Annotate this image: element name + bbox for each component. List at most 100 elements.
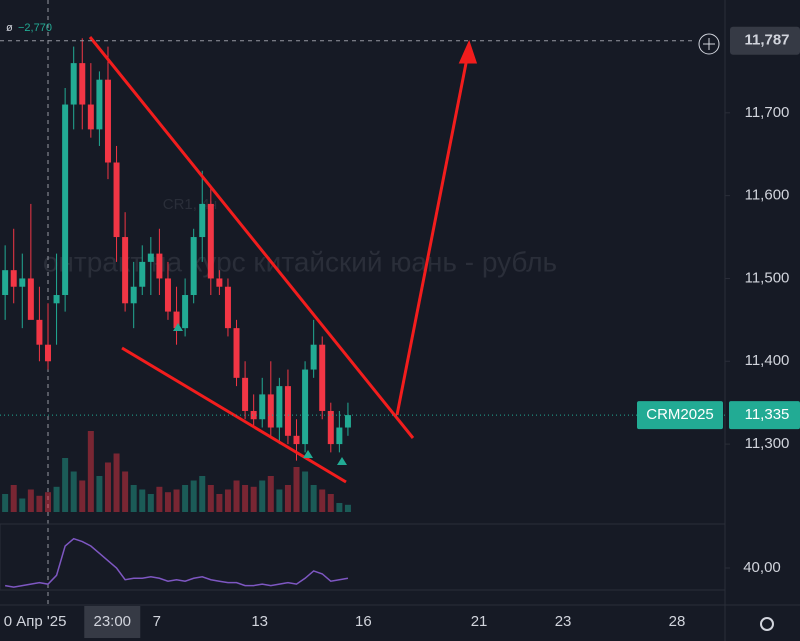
y-tick-label: 11,500 xyxy=(745,269,790,286)
volume-bar xyxy=(79,480,86,512)
volume-bar xyxy=(344,504,351,512)
volume-bar xyxy=(327,494,334,512)
candle-body xyxy=(250,410,257,420)
candle-body xyxy=(182,295,189,329)
volume-bar xyxy=(233,480,240,512)
candle-body xyxy=(113,162,120,238)
drawing xyxy=(88,36,478,484)
volume-bar xyxy=(284,485,291,512)
candle-body xyxy=(87,104,94,130)
volume-bar xyxy=(53,486,60,512)
y-tick-label: 11,700 xyxy=(745,104,790,121)
volume-bar xyxy=(336,503,343,512)
last-price-label: 11,335 xyxy=(745,406,790,423)
candle-body xyxy=(336,427,343,445)
candle-body xyxy=(207,203,214,279)
x-tick-label: 7 xyxy=(153,613,161,630)
volume-bar xyxy=(224,489,231,512)
change-symbol: ø xyxy=(6,22,13,34)
candle-body xyxy=(156,253,163,279)
volume-bar xyxy=(319,489,326,512)
candle-body xyxy=(96,79,103,130)
last-price-name-box xyxy=(637,401,723,430)
candle-body xyxy=(53,295,60,304)
volume-bar xyxy=(199,476,206,512)
volume-bar xyxy=(216,494,223,512)
add-button[interactable] xyxy=(698,33,720,55)
change-value: −2,770 xyxy=(18,22,52,34)
last-price-box xyxy=(729,401,800,430)
volume-bar xyxy=(147,494,154,512)
add-icon xyxy=(703,38,715,50)
volume-bar xyxy=(250,486,257,512)
volume-bar xyxy=(104,462,111,512)
x-tick-label: 28 xyxy=(669,613,686,630)
candle-body xyxy=(233,328,240,378)
candle-body xyxy=(10,270,17,287)
candle-body xyxy=(216,278,223,287)
candle-body xyxy=(2,270,9,296)
candle-body xyxy=(122,237,129,304)
settings-button[interactable] xyxy=(760,617,774,631)
volume-bar xyxy=(242,485,249,512)
volume-bar xyxy=(139,489,146,512)
candle-body xyxy=(62,104,69,296)
x-tick-label: 13 xyxy=(251,613,268,630)
volume-bar xyxy=(190,480,197,512)
candle-body xyxy=(284,386,291,436)
x-tick-label: 0 Апр '25 xyxy=(4,613,67,630)
candle-body xyxy=(276,386,283,428)
volume-bar xyxy=(122,471,129,512)
volume-bar xyxy=(310,485,317,512)
candle-body xyxy=(173,311,180,329)
candle-body xyxy=(310,344,317,370)
last-price-name: CRM2025 xyxy=(646,406,714,423)
volume-bar xyxy=(182,485,189,512)
volume-bar xyxy=(87,431,94,512)
rsi-line xyxy=(5,537,349,588)
candle-body xyxy=(293,435,300,445)
volume-bar xyxy=(44,492,51,512)
volume-bar xyxy=(96,476,103,512)
candle-body xyxy=(224,286,231,329)
volume-bar xyxy=(70,471,77,512)
candle-body xyxy=(19,278,26,287)
y-tick-label: 11,400 xyxy=(745,352,790,369)
candle-body xyxy=(242,377,249,411)
volume-bar xyxy=(27,489,34,512)
volume-bar xyxy=(259,480,266,512)
y-tick-label: 11,600 xyxy=(745,187,790,204)
candle-body xyxy=(199,203,206,238)
x-tick-label: 16 xyxy=(355,613,372,630)
marks xyxy=(2,38,351,588)
candle-body xyxy=(344,415,351,428)
candle-body xyxy=(267,394,274,428)
watermark-subtitle: онтракт на курс китайский юань - рубль xyxy=(43,246,557,277)
volume-bar xyxy=(173,489,180,512)
volume-bar xyxy=(207,485,214,512)
candle-body xyxy=(327,410,334,445)
volume-bar xyxy=(156,486,163,512)
volume-bar xyxy=(10,485,17,512)
candle-body xyxy=(302,369,309,445)
candle-body xyxy=(259,394,266,420)
candle-body xyxy=(70,63,77,105)
rsi-tick-label: 40,00 xyxy=(743,559,781,576)
candle-body xyxy=(130,286,137,304)
crosshair-price-label: 11,787 xyxy=(744,32,789,49)
crosshair-time-box xyxy=(84,606,141,638)
signal-markers xyxy=(173,323,347,465)
candle-body xyxy=(79,63,86,105)
volume-bar xyxy=(62,458,69,512)
candle-body xyxy=(27,278,34,320)
y-tick-label: 11,300 xyxy=(745,435,790,452)
candle-body xyxy=(139,261,146,287)
volume-bar xyxy=(302,471,309,512)
volume-bar xyxy=(267,476,274,512)
candle-body xyxy=(147,253,154,262)
candle-body xyxy=(190,237,197,296)
volume-bar xyxy=(113,453,120,512)
volume-bar xyxy=(164,492,171,512)
candle-body xyxy=(164,278,171,312)
